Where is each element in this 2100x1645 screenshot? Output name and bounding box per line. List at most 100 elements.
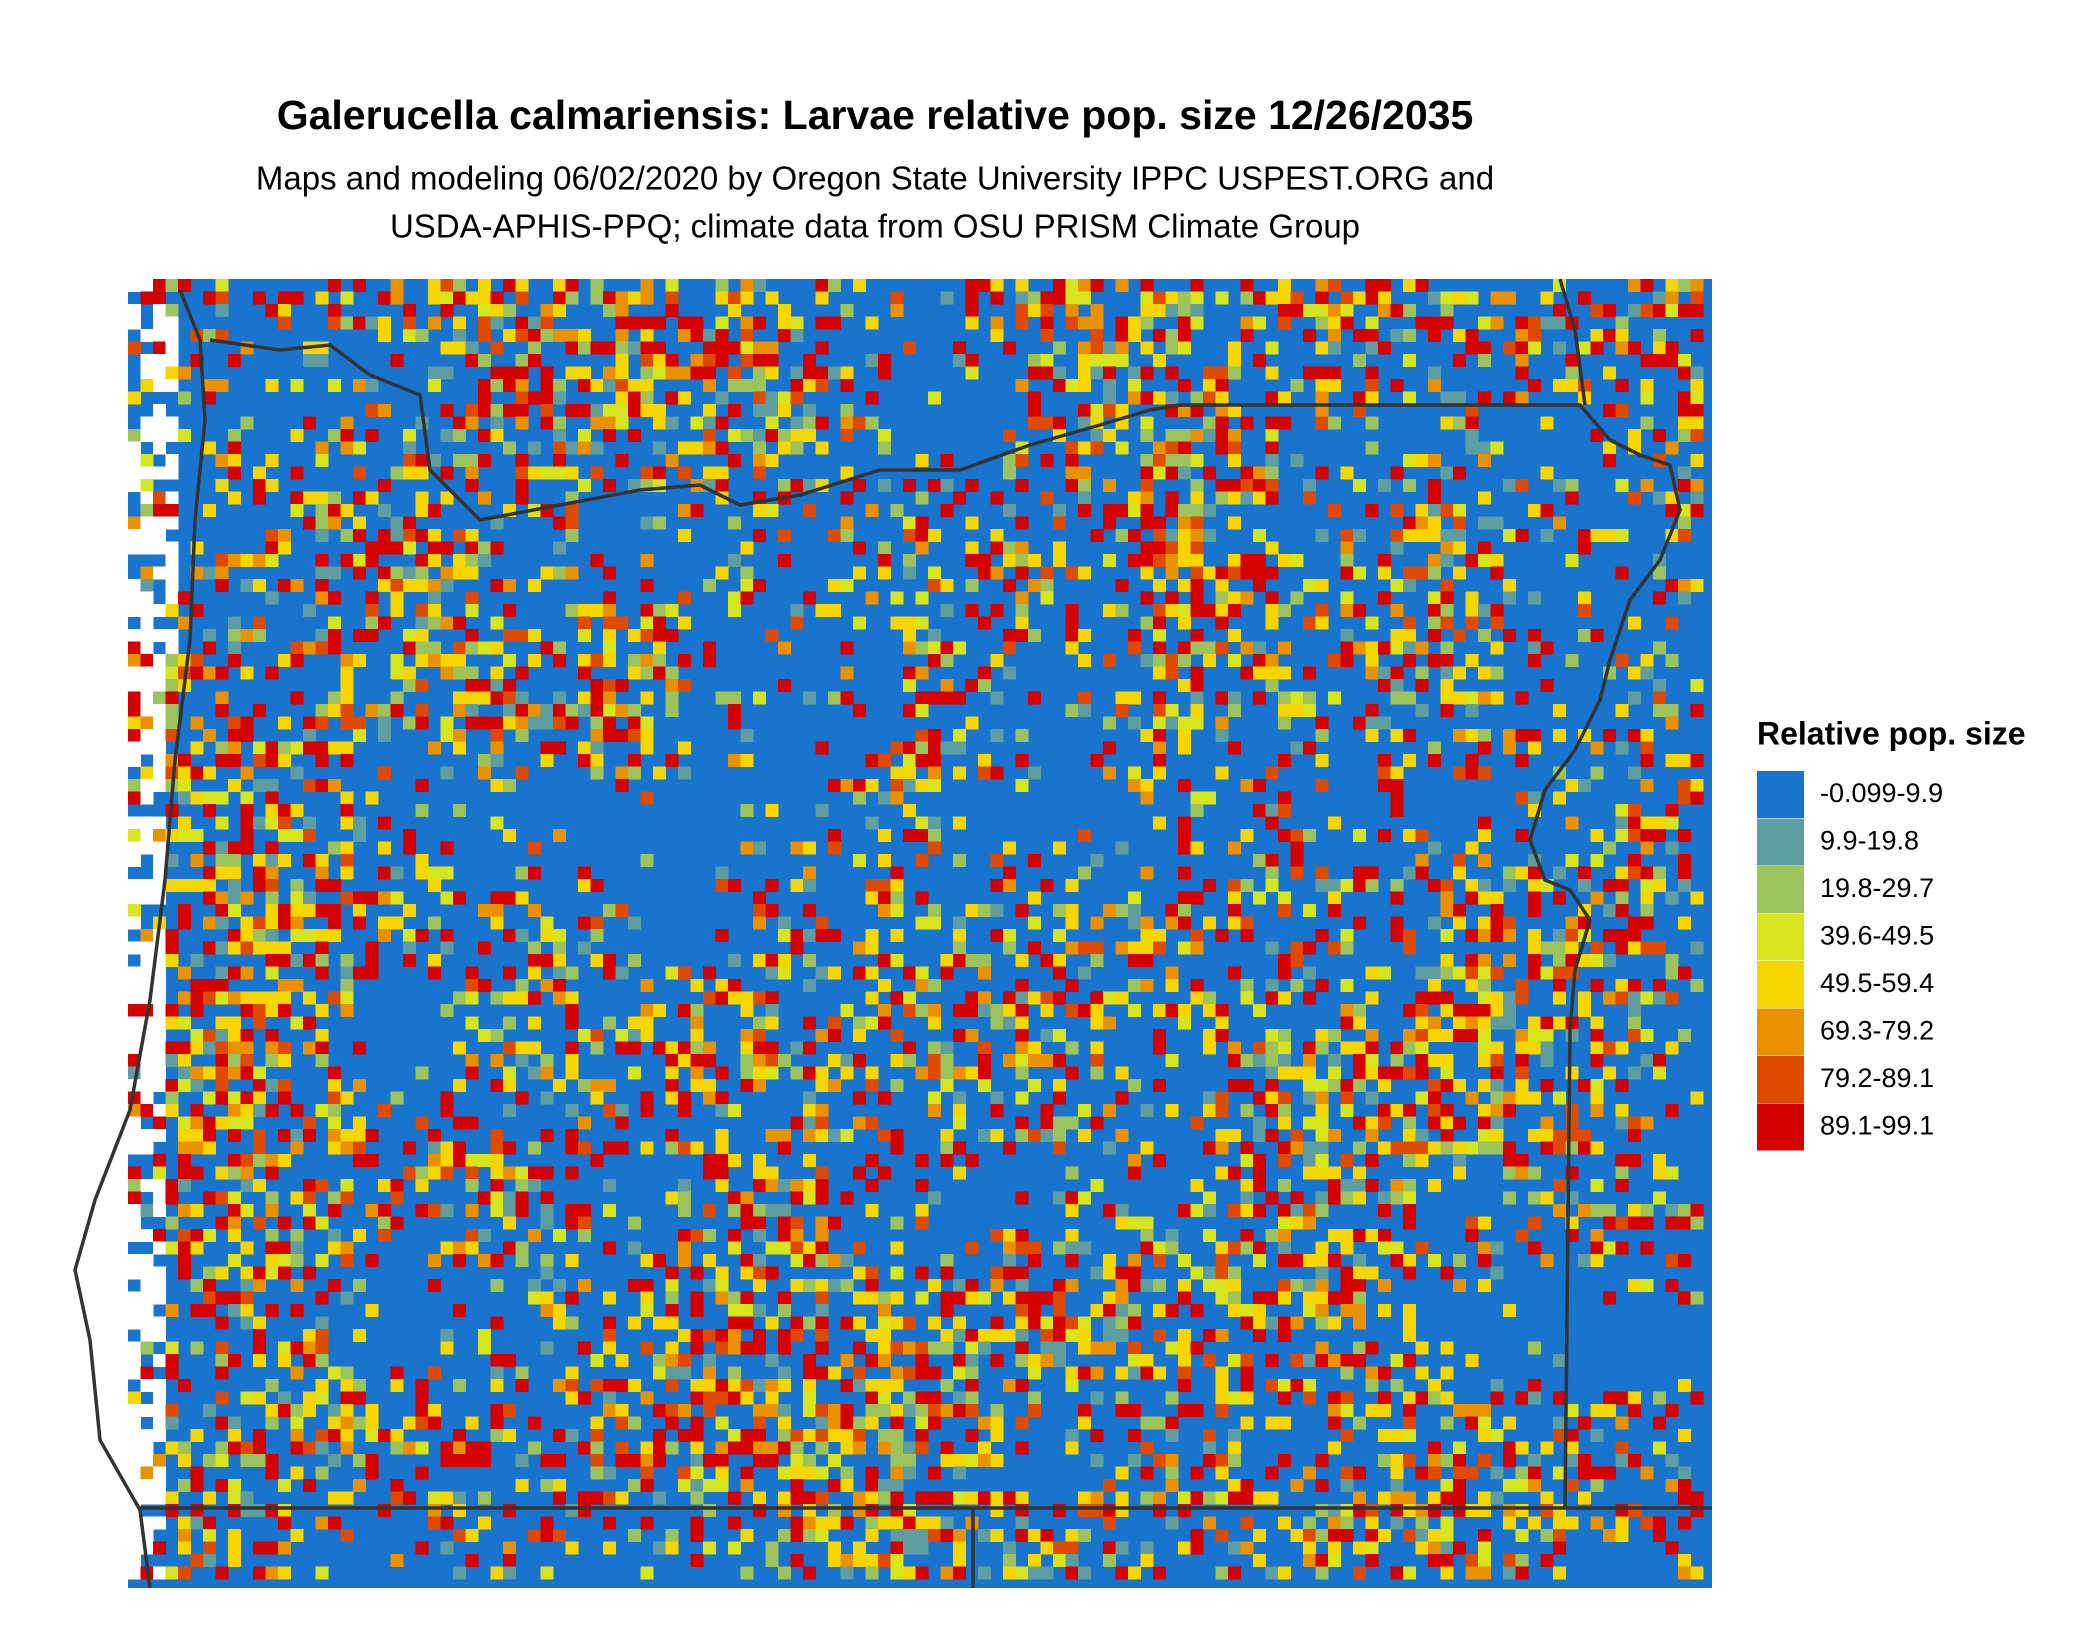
raster-cell [1553,729,1566,742]
raster-cell [303,1016,316,1030]
raster-cell [1040,1054,1054,1067]
raster-cell [1453,1141,1466,1155]
raster-cell [190,1229,204,1242]
raster-cell [765,1204,779,1217]
raster-cell [278,854,291,867]
raster-cell [903,1454,916,1467]
raster-cell [890,1054,904,1067]
raster-cell [228,554,241,567]
raster-cell [1453,666,1466,680]
raster-cell [1390,766,1404,780]
raster-cell [603,1379,616,1392]
raster-cell [1403,1529,1416,1542]
raster-cell [1540,966,1554,980]
raster-cell [778,1504,791,1517]
raster-cell [1128,979,1141,992]
raster-cell [1665,441,1679,455]
raster-cell [728,554,741,567]
raster-cell [640,629,654,642]
raster-cell [803,1191,816,1205]
raster-cell [965,1329,979,1342]
raster-cell [1615,866,1629,880]
raster-cell [978,766,991,780]
raster-cell [215,566,229,580]
raster-cell [653,629,666,642]
raster-cell [1053,554,1066,567]
raster-cell [1228,441,1241,455]
raster-cell [640,354,654,367]
raster-cell [1165,666,1179,680]
raster-cell [265,1304,279,1317]
raster-cell [515,379,529,392]
raster-cell [253,879,266,892]
raster-cell [703,1454,716,1467]
raster-cell [1303,1554,1316,1567]
raster-cell [390,1379,404,1392]
raster-cell [1540,504,1554,517]
raster-cell [1115,841,1129,855]
raster-cell [1515,1479,1529,1492]
raster-cell [1678,754,1691,767]
raster-cell [790,1454,804,1467]
raster-cell [128,879,141,892]
raster-cell [1165,541,1179,555]
raster-cell [553,304,566,317]
raster-cell [1040,1004,1054,1017]
raster-cell [1490,1091,1504,1105]
raster-cell [328,1191,341,1205]
raster-cell [1615,1416,1629,1430]
raster-cell [1403,566,1416,580]
raster-cell [740,1054,754,1067]
raster-cell [153,1104,166,1117]
raster-cell [728,1291,741,1305]
raster-cell [515,316,529,330]
raster-cell [590,404,604,417]
raster-cell [728,1516,741,1530]
raster-cell [990,1329,1004,1342]
raster-cell [228,429,241,442]
raster-cell [1028,691,1041,705]
raster-cell [778,1529,791,1542]
raster-cell [153,279,166,292]
raster-cell [628,729,641,742]
raster-cell [1653,1441,1666,1455]
raster-cell [190,716,204,730]
raster-cell [678,1254,691,1267]
raster-cell [1028,766,1041,780]
raster-cell [1178,404,1191,417]
raster-cell [1265,429,1279,442]
raster-cell [765,429,779,442]
raster-cell [1140,1279,1154,1292]
raster-cell [1290,1191,1304,1205]
raster-cell [1453,329,1466,342]
raster-cell [603,416,616,430]
raster-cell [865,1529,879,1542]
raster-cell [340,1179,354,1192]
raster-cell [265,841,279,855]
raster-cell [1203,504,1216,517]
raster-cell [1653,341,1666,355]
raster-cell [753,379,766,392]
raster-cell [1678,416,1691,430]
raster-cell [640,1441,654,1455]
raster-cell [165,704,179,717]
raster-cell [978,279,991,292]
raster-cell [1353,604,1366,617]
raster-cell [278,1004,291,1017]
raster-cell [603,629,616,642]
raster-cell [1553,991,1566,1005]
raster-cell [1340,591,1354,605]
raster-cell [265,1566,279,1580]
raster-cell [140,329,154,342]
raster-cell [1578,1079,1591,1092]
raster-cell [253,1266,266,1280]
raster-cell [615,1354,629,1367]
raster-cell [865,354,879,367]
raster-cell [353,1391,366,1405]
raster-cell [440,491,454,505]
raster-cell [1228,1541,1241,1555]
raster-cell [378,729,391,742]
raster-cell [590,716,604,730]
raster-cell [153,1379,166,1392]
raster-cell [1128,691,1141,705]
